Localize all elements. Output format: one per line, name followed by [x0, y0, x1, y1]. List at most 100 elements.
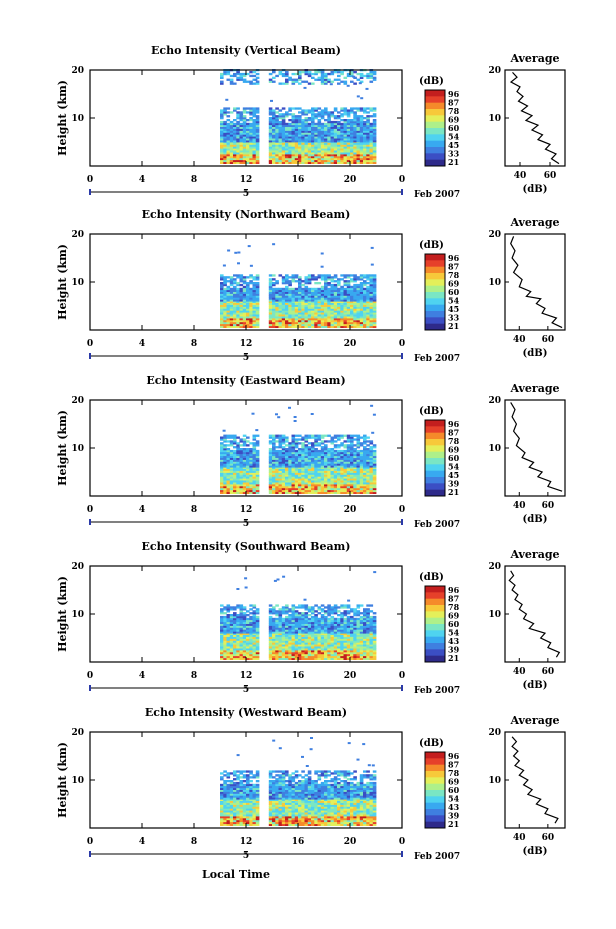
heatmap-cell — [252, 455, 257, 458]
heatmap-cell — [281, 459, 286, 462]
heatmap-cell — [337, 453, 341, 457]
heatmap-cell — [320, 453, 325, 457]
heatmap-cell — [333, 446, 338, 449]
heatmap-cell — [229, 484, 234, 487]
heatmap-cell — [298, 144, 302, 147]
heatmap-cell — [288, 297, 292, 300]
heatmap-cell — [356, 297, 361, 300]
heatmap-cell — [307, 457, 312, 460]
heatmap-cell — [268, 282, 273, 285]
heatmap-cell — [307, 276, 312, 279]
heatmap-cell — [281, 150, 286, 153]
heatmap-cell — [252, 148, 257, 151]
heatmap-cell — [366, 304, 370, 307]
heatmap-cell — [281, 325, 286, 328]
heatmap-cell — [372, 138, 377, 141]
heatmap-cell — [298, 325, 302, 328]
heatmap-cell — [285, 140, 289, 143]
heatmap-cell — [314, 293, 318, 296]
heatmap-cell — [242, 300, 247, 303]
heatmap-cell — [298, 485, 302, 489]
heatmap-cell — [320, 126, 325, 129]
heatmap-cell — [330, 113, 335, 116]
heatmap-cell — [278, 117, 283, 120]
heatmap-cell — [301, 295, 305, 298]
heatmap-cell — [285, 653, 289, 657]
heatmap-cell — [288, 485, 292, 489]
heatmap-cell — [226, 632, 231, 635]
heatmap-cell — [307, 111, 312, 114]
heatmap-cell — [288, 300, 292, 303]
heatmap-cell — [242, 461, 247, 464]
heatmap-cell — [327, 463, 331, 466]
heatmap-cell — [350, 109, 354, 112]
heatmap-cell — [359, 444, 364, 447]
heatmap-cell — [268, 120, 273, 124]
heatmap-cell — [272, 627, 276, 630]
heatmap-cell — [314, 474, 318, 477]
heatmap-cell — [372, 314, 377, 317]
heatmap-cell — [268, 451, 273, 455]
heatmap-cell — [340, 144, 344, 147]
heatmap-cell — [294, 644, 299, 647]
heatmap-cell — [317, 449, 322, 453]
heatmap-cell — [350, 449, 354, 453]
heatmap-cell — [369, 107, 374, 110]
heatmap-cell — [343, 128, 348, 131]
x-tick-label: 16 — [292, 175, 305, 185]
heatmap-cell — [363, 308, 367, 311]
heatmap-cell — [346, 451, 351, 455]
heatmap-cell — [220, 282, 224, 285]
heatmap-cell — [307, 463, 312, 466]
heatmap-cell — [330, 468, 335, 471]
heatmap-cell — [317, 318, 322, 321]
heatmap-cell — [298, 484, 302, 487]
heatmap-cell — [307, 148, 312, 151]
heatmap-cell — [343, 466, 348, 469]
heatmap-cell — [346, 487, 351, 491]
heatmap-cell — [304, 140, 309, 143]
heatmap-cell — [337, 610, 341, 613]
heatmap-cell — [327, 308, 331, 311]
heatmap-cell — [246, 285, 250, 289]
heatmap-cell — [294, 325, 299, 328]
heatmap-cell — [233, 468, 237, 471]
heatmap-cell — [220, 287, 224, 291]
profile-x-tick-label: 40 — [513, 335, 526, 345]
heatmap-cell — [291, 604, 296, 607]
heatmap-cell — [366, 155, 370, 159]
heatmap-cell — [249, 487, 253, 491]
heatmap-cell — [223, 302, 227, 305]
heatmap-cell — [333, 297, 338, 300]
heatmap-cell — [223, 325, 227, 328]
heatmap-cell — [353, 491, 357, 494]
heatmap-cell — [353, 449, 357, 453]
heatmap-cell — [372, 480, 377, 483]
heatmap-cell — [369, 285, 374, 289]
heatmap-cell — [333, 482, 338, 485]
heatmap-cell — [294, 653, 299, 657]
heatmap-cell — [294, 463, 299, 466]
heatmap-cell — [363, 474, 367, 477]
heatmap-cell — [268, 476, 273, 479]
heatmap-cell — [304, 130, 309, 133]
heatmap-cell — [226, 157, 231, 161]
heatmap-cell — [288, 325, 292, 328]
heatmap-cell — [275, 655, 279, 659]
heatmap-cell — [301, 122, 305, 126]
heatmap-cell — [288, 304, 292, 307]
heatmap-cell — [330, 150, 335, 153]
heatmap-cell — [285, 325, 289, 328]
heatmap-cell — [356, 484, 361, 487]
heatmap-cell — [337, 280, 341, 283]
heatmap-cell — [314, 629, 318, 632]
heatmap-cell — [307, 646, 312, 649]
heatmap-cell — [233, 109, 237, 112]
heatmap-cell — [246, 444, 250, 447]
heatmap-cell — [346, 138, 351, 141]
heatmap-cell — [239, 280, 244, 283]
heatmap-cell — [314, 632, 318, 635]
heatmap-cell — [281, 132, 286, 135]
heatmap-cell — [346, 470, 351, 473]
heatmap-cell — [223, 615, 227, 619]
